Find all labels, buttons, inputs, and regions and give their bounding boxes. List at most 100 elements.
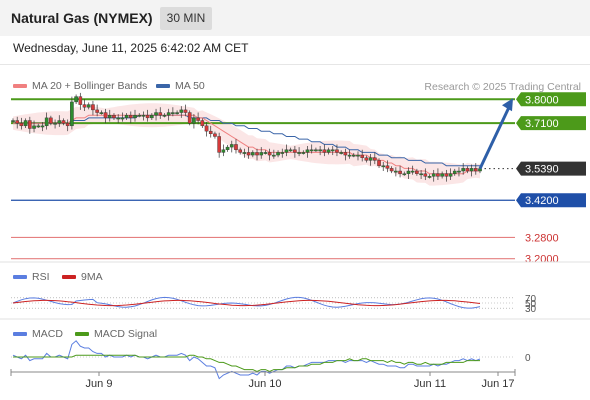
candle-body [251, 152, 255, 156]
candle-body [314, 149, 318, 152]
candle-body [452, 170, 457, 174]
candle-body [473, 168, 478, 172]
candle-body [301, 152, 306, 154]
level-labels: 3.8000 3.7100 3.5390 3.4200 3.2800 3.2000 [516, 92, 586, 266]
candle-body [436, 173, 440, 177]
candle-body [112, 115, 116, 119]
candle-body [15, 120, 20, 124]
candle-body [272, 154, 276, 157]
candle-body [242, 152, 247, 154]
candle-body [351, 154, 356, 157]
header-bar [0, 0, 590, 36]
candle-body [246, 152, 251, 156]
candle-body [36, 125, 41, 128]
candle-body [465, 168, 470, 172]
candle-body [440, 173, 444, 177]
candle-body [427, 176, 432, 178]
candle-body [280, 152, 285, 154]
candle-body [183, 109, 188, 113]
candle-body [255, 152, 259, 156]
ma20-swatch [13, 84, 27, 89]
candle-body [61, 120, 66, 124]
legend-ma50-label: MA 50 [175, 80, 205, 92]
candle-body [461, 168, 465, 172]
candle-body [44, 117, 49, 127]
candle-body [32, 125, 36, 129]
candle-body [53, 122, 57, 125]
candle-body [318, 149, 322, 152]
forecast-arrow-head [502, 98, 513, 112]
candle-body [213, 133, 217, 137]
candle-body [95, 109, 99, 113]
rsi-swatch [13, 275, 27, 280]
ma20-line [13, 114, 480, 175]
macd-tick-0: 0 [525, 353, 531, 364]
rsi-ma-line [12, 299, 481, 307]
candle-body [347, 154, 352, 157]
candle-body [217, 136, 221, 153]
forecast-arrow [478, 98, 513, 170]
candle-body [360, 154, 364, 158]
candle-body [166, 112, 171, 116]
candle-body [373, 157, 377, 161]
candle-body [158, 112, 163, 116]
candle-body [154, 112, 158, 116]
candle-body [200, 120, 205, 127]
level-label-3.7100: 3.7100 [525, 118, 559, 130]
legend-macd-signal: MACD Signal [75, 328, 157, 340]
candle-body [431, 173, 436, 177]
candle-body [305, 149, 310, 153]
candle-body [82, 104, 87, 108]
level-label-3.8000: 3.8000 [525, 94, 559, 106]
candle-body [402, 173, 407, 176]
candle-body [86, 104, 91, 108]
legend-ma20-label: MA 20 + Bollinger Bands [32, 80, 148, 92]
candle-body [229, 144, 234, 148]
x-tick-label-Jun-10: Jun 10 [248, 378, 281, 390]
candle-body [57, 120, 62, 124]
candle-body [187, 112, 192, 124]
candle-body [309, 149, 314, 152]
candle-body [448, 173, 453, 177]
level-label-3.5390: 3.5390 [525, 164, 559, 176]
candle-body [297, 152, 301, 154]
candle-body [284, 149, 289, 153]
ma50-line [13, 114, 480, 167]
candle-body [145, 115, 150, 119]
macd-line [12, 340, 481, 380]
candle-body [65, 122, 70, 127]
legend-macd-signal-label: MACD Signal [94, 328, 158, 340]
candle-body [263, 152, 268, 154]
candle-body [335, 149, 339, 153]
candle-body [162, 115, 167, 117]
level-label-3.2800: 3.2800 [525, 232, 559, 244]
candle-body [322, 149, 327, 153]
credit-text: Research © 2025 Trading Central [424, 81, 581, 93]
candle-body [377, 160, 381, 166]
candle-body [457, 170, 461, 173]
macd-swatch [13, 332, 27, 337]
candle-body [343, 152, 348, 156]
macd-signal-swatch [75, 332, 89, 337]
candle-body [175, 112, 179, 114]
candle-body [91, 104, 95, 111]
candle-body [326, 149, 331, 153]
candle-body [419, 173, 423, 176]
candle-body [364, 157, 369, 161]
x-tick-label-Jun-11: Jun 11 [414, 378, 446, 390]
moving-averages [13, 114, 480, 175]
macd-signal-line [13, 354, 480, 372]
legend-ma20: MA 20 + Bollinger Bands [13, 80, 147, 92]
candles [11, 92, 482, 182]
candle-body [394, 170, 398, 173]
candle-body [276, 152, 280, 156]
candle-body [406, 170, 411, 174]
divider [0, 64, 590, 65]
x-tick-label-Jun-17: Jun 17 [481, 378, 514, 390]
timeframe-button[interactable]: 30 MIN [160, 7, 212, 30]
rsi-tick-30: 30 [525, 304, 537, 315]
macd-panel: 0 [0, 318, 590, 380]
candle-body [196, 117, 200, 121]
